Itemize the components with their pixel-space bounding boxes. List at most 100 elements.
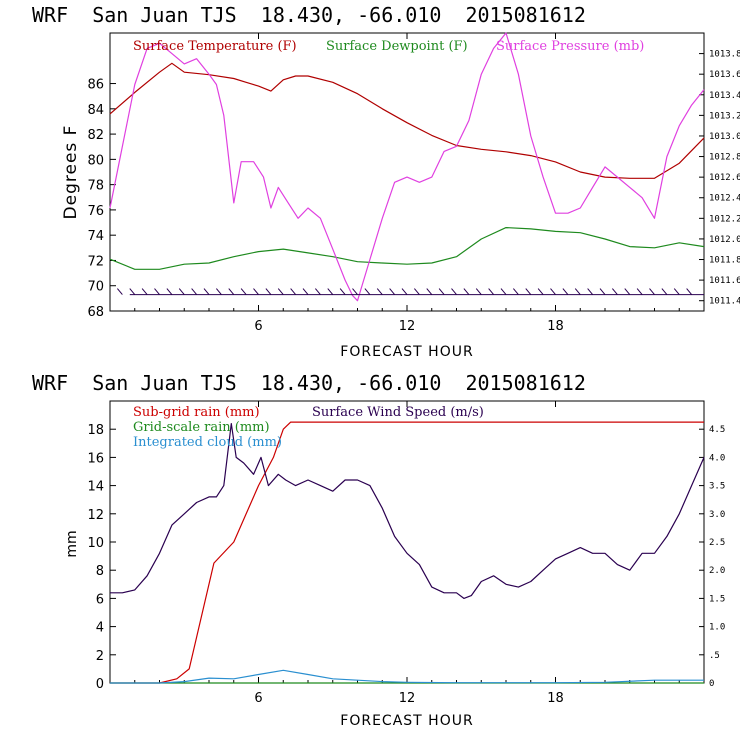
y-right-tick-label: 2.5: [709, 538, 725, 548]
wind-barb: [116, 288, 123, 295]
wind-barb: [562, 288, 569, 295]
wind-barb: [550, 288, 556, 295]
wind-barb: [327, 288, 334, 295]
wind-barb: [154, 288, 160, 295]
series-line-surface-dewpoint: [109, 227, 705, 270]
wind-barb: [401, 288, 408, 295]
legend-grid-scale-rain: Grid-scale rain (mm): [133, 420, 270, 435]
y-right-tick-label: 4.5: [709, 425, 725, 435]
wind-barb: [141, 288, 148, 295]
top-y-axis-label: Degrees F: [61, 125, 81, 220]
wind-barb: [389, 288, 396, 295]
y-tick-label: 86: [87, 78, 104, 93]
top-chart-title: WRF San Juan TJS 18.430, -66.010 2015081…: [32, 3, 586, 27]
wind-barb: [661, 288, 668, 295]
wind-barb: [314, 288, 321, 295]
legend-sub-grid-rain: Sub-grid rain (mm): [133, 405, 260, 420]
bottom-chart: WRF San Juan TJS 18.430, -66.010 2015081…: [32, 371, 725, 729]
y-right-tick-label: 1012.0: [709, 235, 740, 245]
wind-barb: [574, 288, 581, 295]
series-line-sub-grid-rain: [110, 421, 704, 684]
wind-barb: [240, 288, 247, 295]
wind-barb: [203, 288, 210, 295]
wind-barb: [178, 288, 185, 295]
wind-barb: [537, 288, 544, 295]
wind-barb: [686, 288, 693, 295]
y-tick-label: 16: [87, 451, 104, 466]
wind-barb: [488, 288, 495, 295]
legend-surface-temperature: Surface Temperature (F): [133, 39, 297, 54]
y-tick-label: 14: [87, 480, 104, 495]
y-right-tick-label: 1013.8: [709, 50, 740, 60]
wind-barb: [500, 288, 507, 295]
wind-barb: [426, 288, 433, 295]
y-tick-label: 0: [96, 677, 104, 692]
bottom-plot-area: 6 12 18 0 2 4 6 8 10 12 14 16 18 0 .5 1.0 1.5 2.0 2.5 3.0 3.…: [87, 401, 725, 706]
y-right-tick-label: 1013.0: [709, 132, 740, 142]
top-chart: WRF San Juan TJS 18.430, -66.010 2015081…: [32, 3, 740, 360]
legend-integrated-cloud: Integrated cloud (mm): [133, 435, 282, 450]
y-right-tick-label: 1013.6: [709, 70, 740, 80]
y-right-tick-label: 1011.6: [709, 276, 740, 286]
y-tick-label: 4: [96, 621, 104, 636]
bottom-chart-title: WRF San Juan TJS 18.430, -66.010 2015081…: [32, 371, 586, 395]
y-right-tick-label: 1012.8: [709, 153, 740, 163]
top-x-axis-label: FORECAST HOUR: [340, 344, 473, 360]
x-tick-label: 6: [254, 319, 262, 334]
wind-barb: [339, 288, 346, 295]
wind-barb: [253, 288, 259, 295]
wind-barb: [475, 288, 482, 295]
y-right-tick-label: 1.5: [709, 594, 725, 604]
y-tick-label: 18: [87, 423, 104, 438]
wind-barb: [649, 288, 655, 295]
wind-barb: [191, 288, 198, 295]
wind-barb: [166, 288, 173, 295]
wind-barb: [352, 288, 358, 295]
legend-surface-pressure: Surface Pressure (mb): [496, 39, 644, 54]
wind-barb: [364, 288, 371, 295]
x-tick-label: 12: [399, 319, 416, 334]
y-right-tick-label: 1012.6: [709, 173, 740, 183]
wind-barb: [451, 288, 457, 295]
y-right-tick-label: 1012.2: [709, 214, 740, 224]
wind-barb: [277, 288, 284, 295]
wind-barb: [611, 288, 618, 295]
wind-barb: [636, 288, 643, 295]
y-tick-label: 78: [87, 179, 104, 194]
series-line-surface-temperature: [109, 62, 705, 179]
y-right-tick-label: 2.0: [709, 566, 725, 576]
y-tick-label: 2: [96, 649, 104, 664]
y-tick-label: 72: [87, 254, 104, 269]
y-tick-label: 76: [87, 204, 104, 219]
wind-barb: [302, 288, 309, 295]
y-right-tick-label: 1013.2: [709, 111, 740, 121]
wind-barb: [228, 288, 235, 295]
y-tick-label: 70: [87, 280, 104, 295]
y-tick-label: 12: [87, 508, 104, 523]
wind-barb: [525, 288, 532, 295]
wind-barb: [215, 288, 222, 295]
x-tick-label: 18: [547, 691, 564, 706]
y-tick-label: 80: [87, 153, 104, 168]
y-tick-label: 82: [87, 128, 104, 143]
y-tick-label: 8: [96, 564, 104, 579]
top-plot-area: 6 12 18 68 70 72 74 76 78 80 82 84 86 1011.4 1011.6 101…: [87, 32, 740, 334]
bottom-x-axis-label: FORECAST HOUR: [340, 713, 473, 729]
wind-barb: [673, 288, 680, 295]
wind-barb: [587, 288, 594, 295]
y-right-tick-label: .5: [709, 651, 720, 661]
wind-barb: [129, 288, 136, 295]
y-right-tick-label: 3.0: [709, 510, 725, 520]
y-tick-label: 10: [87, 536, 104, 551]
y-tick-label: 68: [87, 305, 104, 320]
series-line-surface-pressure: [109, 32, 705, 302]
y-right-tick-label: 1013.4: [709, 91, 740, 101]
series-line-surface-wind-speed: [110, 423, 705, 600]
wind-barb: [413, 288, 420, 295]
bottom-y-axis-label: mm: [64, 530, 80, 557]
wind-barb: [512, 288, 519, 295]
x-tick-label: 12: [399, 691, 416, 706]
y-right-tick-label: 1012.4: [709, 194, 740, 204]
wind-barb: [463, 288, 470, 295]
